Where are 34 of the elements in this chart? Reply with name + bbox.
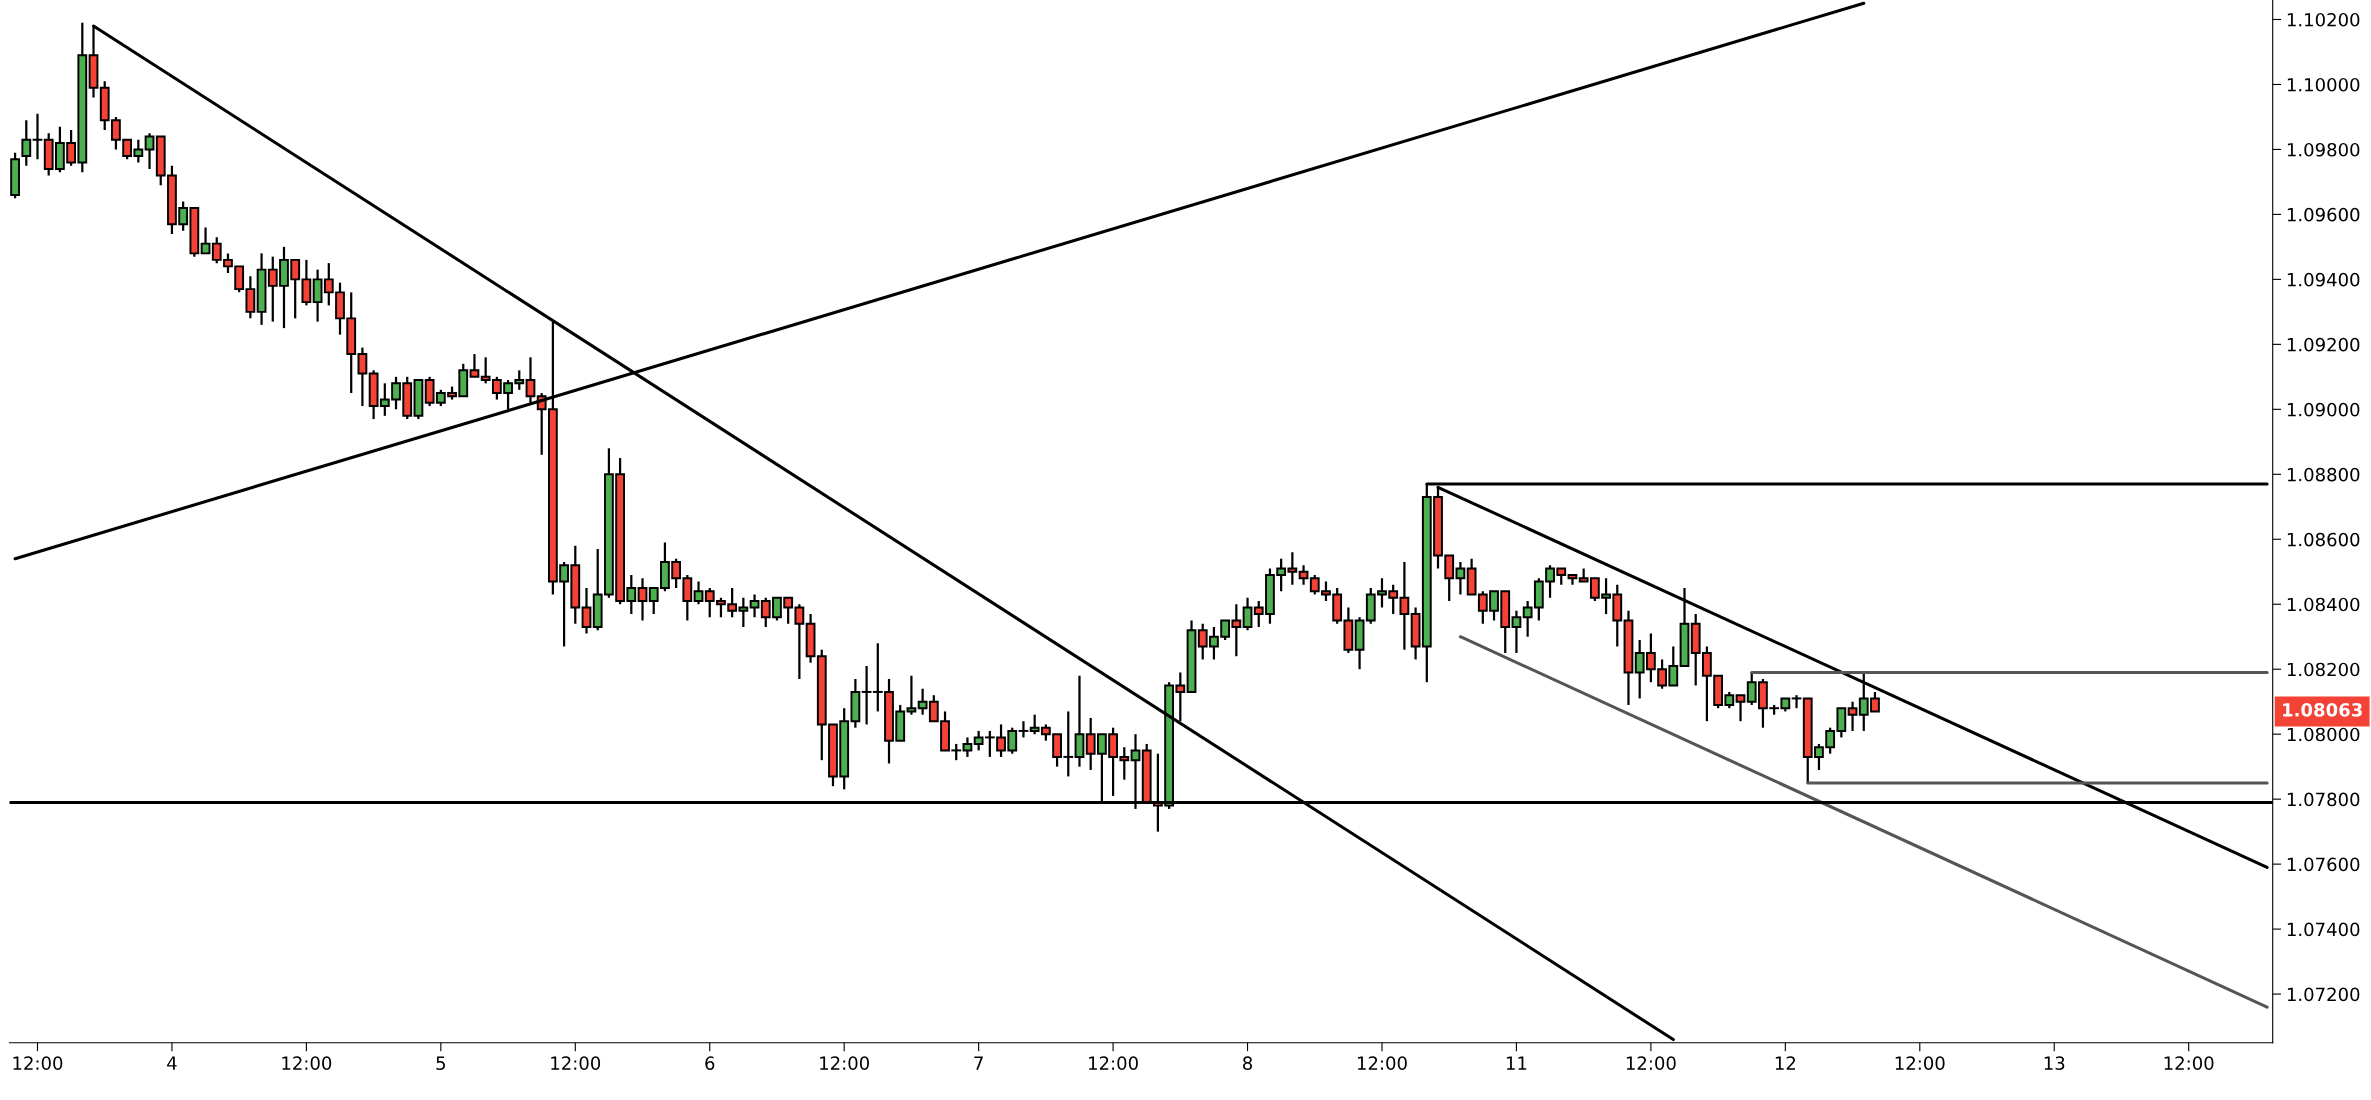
text: 1.08063 [2283,703,2362,717]
y-tick-label: 1.10000 [2287,77,2360,92]
y-tick-label: 1.08400 [2287,597,2360,612]
y-tick-label: 1.07200 [2287,987,2360,1002]
y-tick-label: 1.08600 [2287,532,2360,547]
x-tick-label: 5 [436,1056,446,1070]
x-tick-label: 12:00 [282,1056,332,1070]
y-tick-label: 1.08800 [2287,467,2360,482]
y-tick-label: 1.09000 [2287,402,2360,417]
x-tick-label: 12:00 [820,1056,870,1070]
y-tick-label: 1.08200 [2287,662,2360,677]
x-tick-label: 12:00 [1895,1056,1945,1070]
x-tick-label: 12:00 [1357,1056,1407,1070]
x-tick-label: 12:00 [1089,1056,1138,1070]
x-tick-label: 12 [1775,1056,1796,1070]
x-tick-label: 8 [1243,1056,1253,1070]
x-tick-label: 12:00 [2164,1056,2214,1070]
x-tick-label: 12:00 [1626,1056,1676,1070]
y-tick-label: 1.07600 [2287,857,2360,872]
y-tick-label: 1.07800 [2287,792,2360,807]
y-tick-label: 1.09600 [2287,207,2360,222]
x-tick-label: 11 [1506,1056,1527,1070]
y-tick-label: 1.10200 [2287,12,2360,27]
x-tick-label: 6 [705,1056,715,1070]
x-tick-label: 13 [2044,1056,2065,1070]
x-tick-label: 7 [974,1056,983,1070]
y-tick-label: 1.09800 [2287,142,2360,157]
x-tick-label: 4 [167,1056,177,1070]
x-tick-label: 12:00 [13,1056,63,1070]
x-tick-label: 12:00 [551,1056,601,1070]
y-tick-label: 1.07400 [2287,922,2360,937]
y-tick-label: 1.08000 [2287,727,2360,742]
y-tick-label: 1.09200 [2287,337,2360,352]
y-tick-label: 1.09400 [2287,272,2360,287]
